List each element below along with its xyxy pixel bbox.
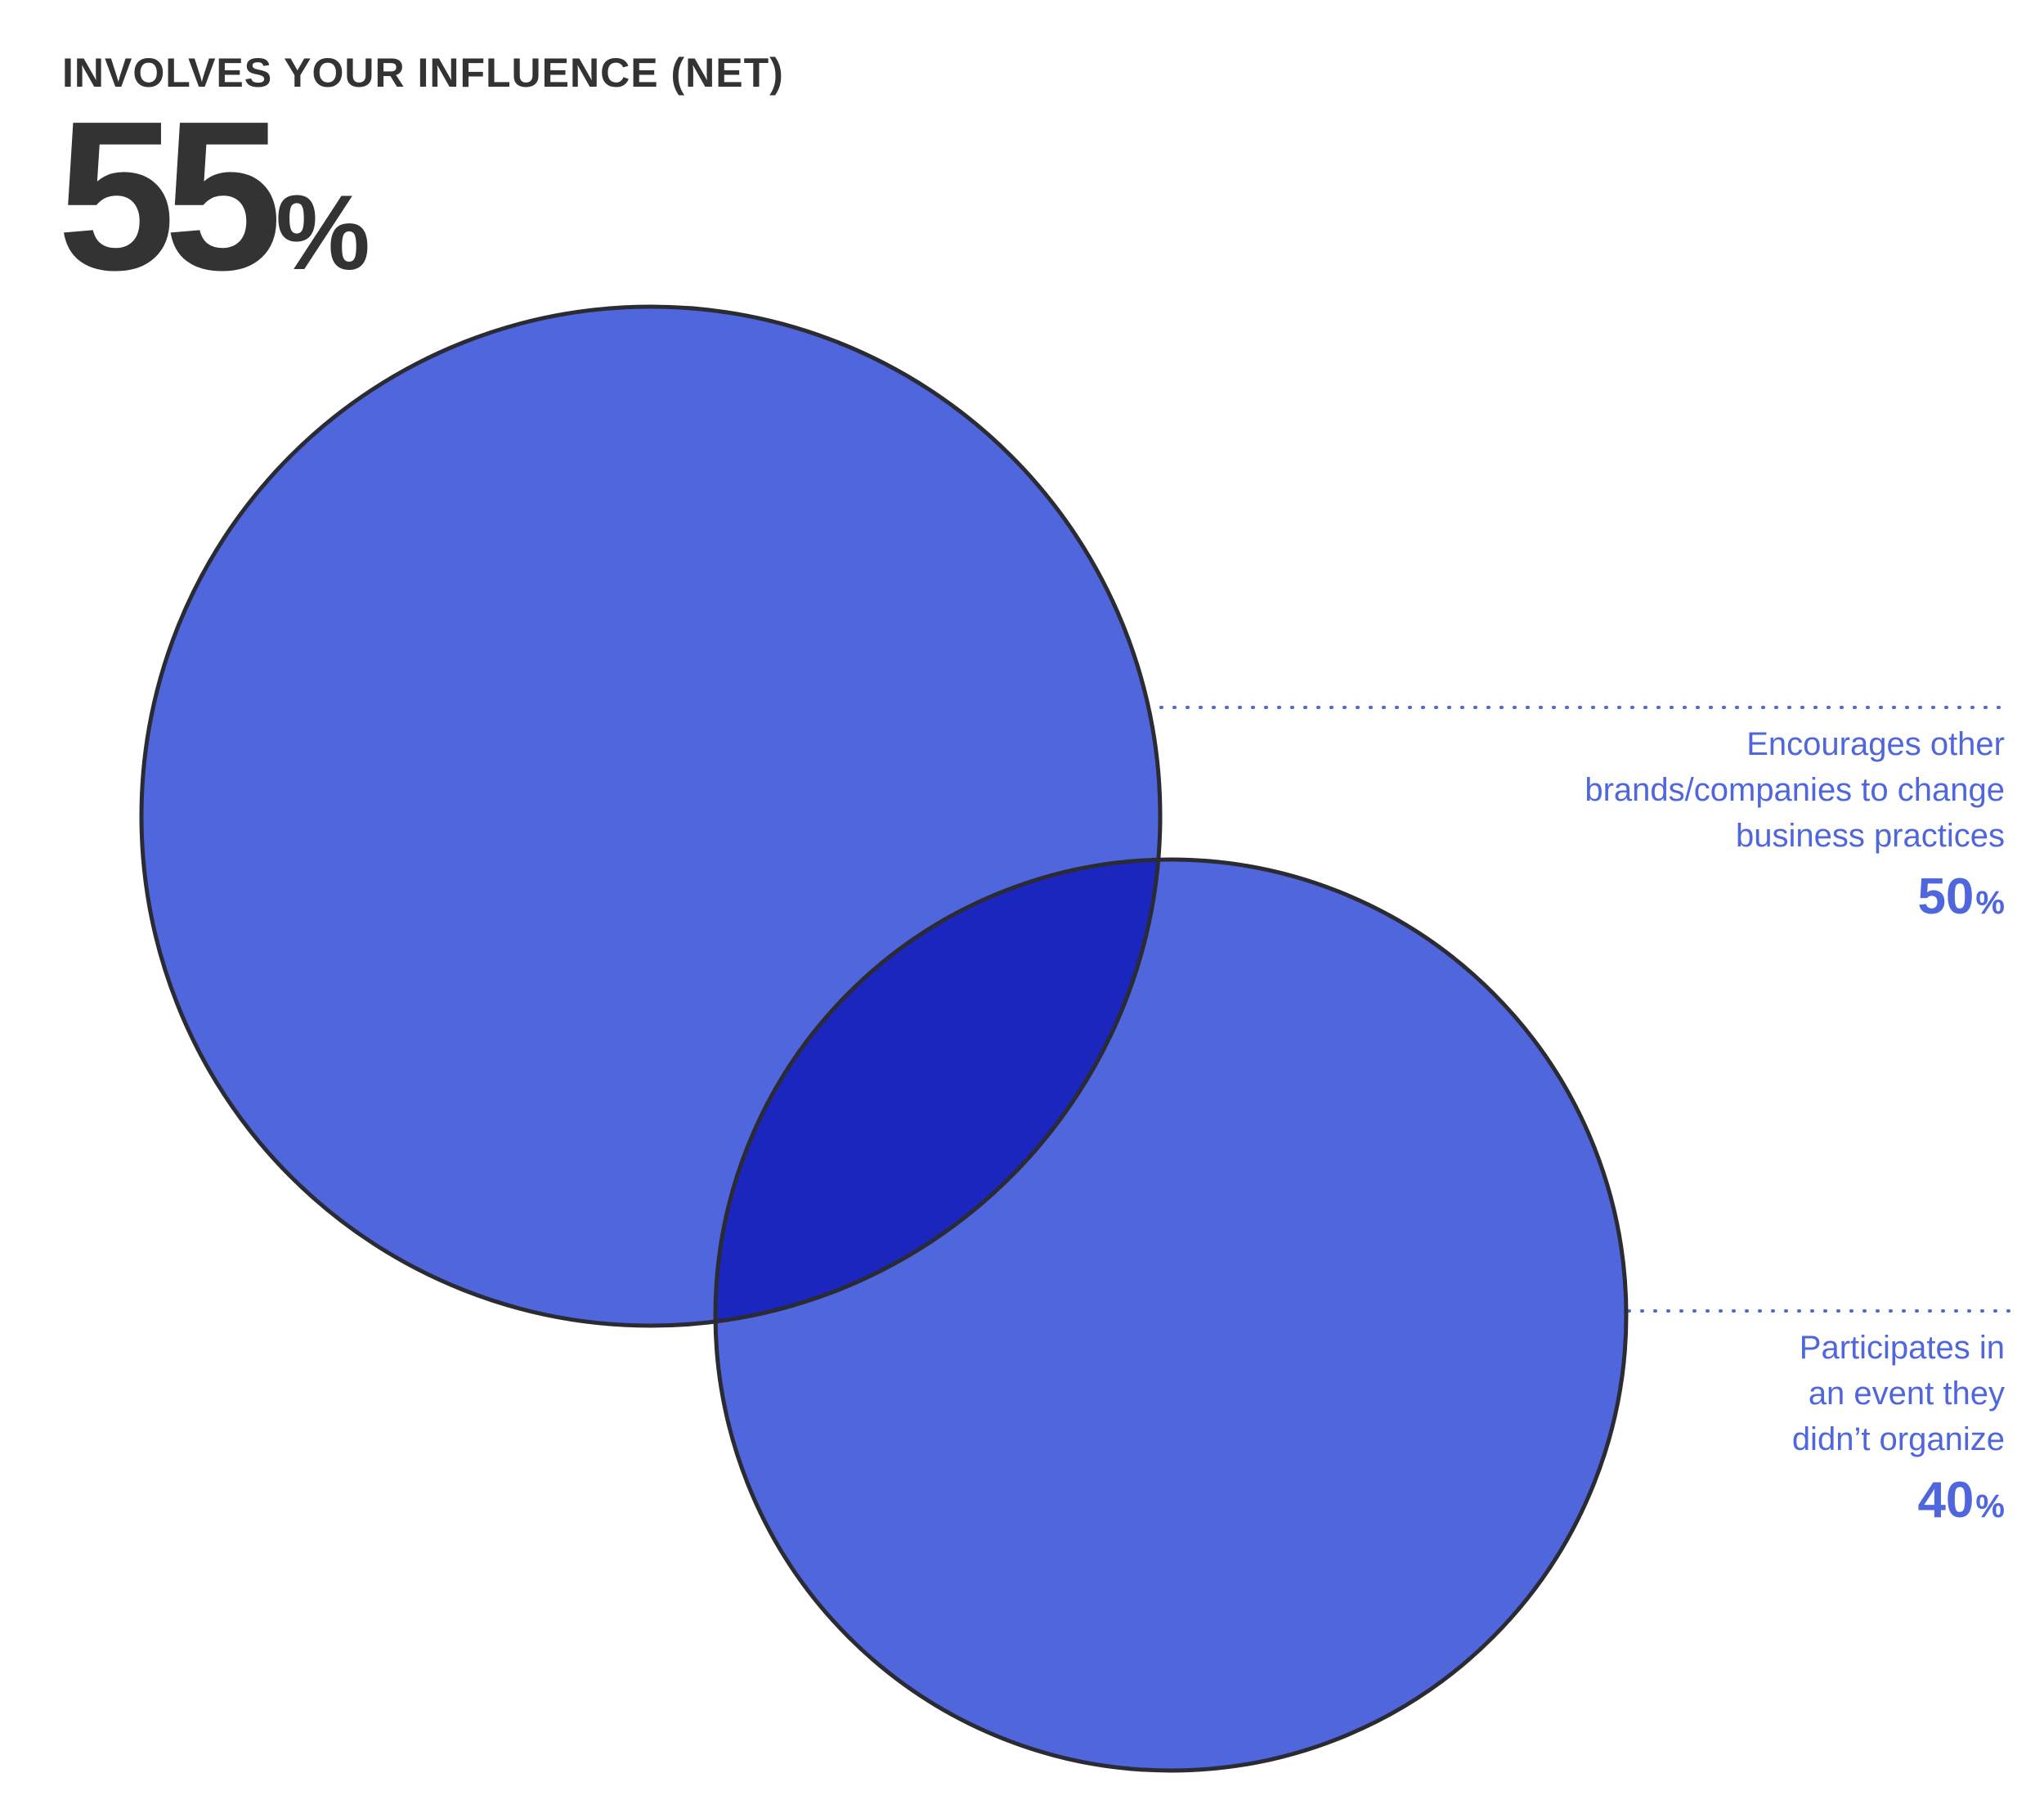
set-a-outline	[139, 304, 1163, 1328]
set-b-value-unit: %	[1975, 1488, 2005, 1524]
set-b-label: Participates in an event they didn’t org…	[1759, 1325, 2005, 1542]
overlap-region	[715, 860, 1160, 1326]
net-percentage: 55%	[57, 90, 370, 303]
set-a-value-number: 50	[1917, 869, 1975, 925]
set-b-value: 40%	[1759, 1472, 2005, 1542]
set-a-label: Encourages other brands/companies to cha…	[1547, 721, 2005, 939]
set-a-value: 50%	[1547, 869, 2005, 939]
set-a-label-text: Encourages other brands/companies to cha…	[1585, 726, 2005, 854]
set-b-label-text: Participates in an event they didn’t org…	[1791, 1330, 2005, 1457]
net-percentage-unit: %	[276, 173, 370, 292]
net-percentage-number: 55	[57, 78, 282, 315]
set-a-value-unit: %	[1975, 885, 2005, 921]
set-b-outline	[713, 857, 1629, 1773]
set-b-value-number: 40	[1917, 1472, 1975, 1528]
chart-heading: INVOLVES YOUR INFLUENCE (NET)	[62, 50, 784, 96]
